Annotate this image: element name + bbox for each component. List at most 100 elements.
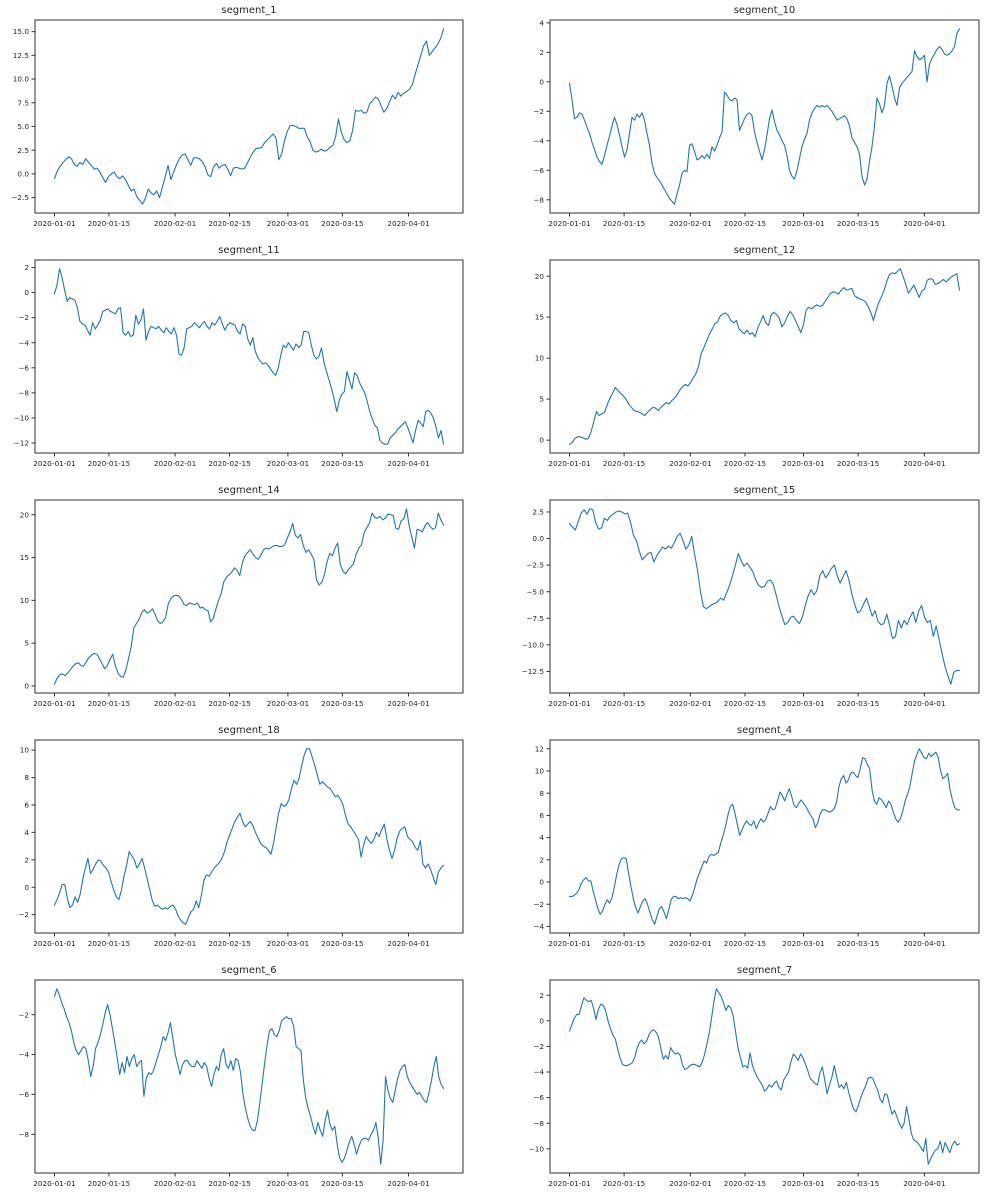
chart-title: segment_10	[734, 5, 796, 16]
y-tick-label: 0	[539, 77, 544, 86]
x-tick-label: 2020-03-01	[782, 699, 824, 708]
x-tick-label: 2020-01-15	[88, 699, 130, 708]
chart-cell-segment_11: segment_11 2 0 −2 −4 −6 −8 −10 −12 2020-01-01 2020…	[0, 240, 499, 480]
chart-svg-segment_18: segment_18 10 8 6 4 2 0 −2 2020-01-01 2020-01-15 2…	[18, 725, 464, 948]
y-tick-label: 20	[20, 510, 30, 519]
chart-svg-segment_10: segment_10 4 2 0 −2 −4 −6 −8 2020-01-01 2020-01-1…	[533, 5, 980, 228]
chart-cell-segment_1: segment_1 15.0 12.5 10.0 7.5 5.0 2.5 0.0 −2.5 202…	[0, 0, 499, 240]
x-tick-label: 2020-01-15	[603, 459, 645, 468]
x-tick-label: 2020-01-01	[548, 219, 590, 228]
y-tick-label: −2	[533, 900, 544, 909]
x-tick-label: 2020-01-15	[88, 1179, 130, 1188]
chart-title: segment_7	[737, 965, 792, 976]
chart-title: segment_6	[221, 965, 276, 976]
x-tick-label: 2020-02-01	[154, 699, 196, 708]
y-tick-label: 5.0	[17, 122, 29, 131]
x-tick-label: 2020-03-01	[267, 699, 309, 708]
y-tick-label: 10	[535, 767, 545, 776]
plot-frame	[34, 979, 464, 1174]
y-tick-label: −12.5	[522, 667, 544, 676]
series-line	[568, 28, 961, 205]
chart-cell-segment_6: segment_6 −2 −4 −6 −8 2020-01-01 2020-01-15 202…	[0, 960, 499, 1204]
x-tick-label: 2020-01-01	[33, 459, 75, 468]
chart-title: segment_4	[737, 725, 792, 736]
x-tick-label: 2020-02-01	[669, 699, 711, 708]
y-tick-label: 15	[20, 553, 29, 562]
y-tick-label: 7.5	[17, 98, 29, 107]
y-tick-label: −2	[533, 107, 544, 116]
x-tick-label: 2020-03-01	[782, 219, 824, 228]
y-tick-label: 0	[539, 436, 544, 445]
y-tick-label: 15.0	[13, 27, 30, 36]
x-tick-label: 2020-03-15	[321, 219, 363, 228]
x-tick-label: 2020-02-01	[669, 939, 711, 948]
x-tick-label: 2020-01-01	[548, 699, 590, 708]
chart-svg-segment_11: segment_11 2 0 −2 −4 −6 −8 −10 −12 2020-01-01 2020…	[14, 245, 464, 468]
x-tick-label: 2020-03-01	[267, 459, 309, 468]
y-tick-label: 0	[539, 1016, 544, 1025]
series-line	[568, 508, 961, 685]
x-tick-label: 2020-03-01	[267, 1179, 309, 1188]
x-tick-label: 2020-04-01	[903, 699, 945, 708]
chart-cell-segment_18: segment_18 10 8 6 4 2 0 −2 2020-01-01 2020-01-15 2…	[0, 720, 499, 960]
x-tick-label: 2020-02-15	[724, 939, 766, 948]
x-tick-label: 2020-01-15	[88, 939, 130, 948]
y-tick-label: 2.5	[17, 146, 29, 155]
chart-svg-segment_7: segment_7 2 0 −2 −4 −6 −8 −10 2020-01-01 2020-01-…	[529, 965, 980, 1188]
x-tick-label: 2020-04-01	[387, 459, 429, 468]
x-tick-label: 2020-04-01	[387, 939, 429, 948]
y-tick-label: 20	[535, 272, 545, 281]
y-tick-label: 0.0	[532, 534, 544, 543]
y-tick-label: 8	[24, 773, 29, 782]
y-tick-label: 5	[24, 639, 29, 648]
y-tick-label: −6	[18, 1090, 29, 1099]
y-tick-label: 12	[535, 744, 544, 753]
x-tick-label: 2020-03-15	[837, 939, 879, 948]
chart-title: segment_12	[734, 245, 796, 256]
x-tick-label: 2020-03-01	[267, 939, 309, 948]
plot-frame	[34, 259, 464, 454]
x-tick-label: 2020-01-01	[33, 699, 75, 708]
x-tick-label: 2020-02-01	[669, 459, 711, 468]
series-line	[53, 28, 445, 205]
chart-svg-segment_6: segment_6 −2 −4 −6 −8 2020-01-01 2020-01-15 202…	[18, 965, 464, 1188]
x-tick-label: 2020-01-15	[603, 939, 645, 948]
y-tick-label: 8	[539, 789, 544, 798]
x-tick-label: 2020-02-15	[208, 1179, 250, 1188]
y-tick-label: −8	[533, 1119, 544, 1128]
chart-title: segment_14	[218, 485, 280, 496]
x-tick-label: 2020-04-01	[903, 939, 945, 948]
y-tick-label: 2	[539, 991, 544, 1000]
chart-title: segment_1	[221, 5, 276, 16]
y-tick-label: 0	[24, 682, 29, 691]
plot-frame	[549, 259, 980, 454]
y-tick-label: 10	[535, 354, 545, 363]
y-tick-label: −2	[18, 1010, 29, 1019]
chart-svg-segment_15: segment_15 2.5 0.0 −2.5 −5.0 −7.5 −10.0 −12.5 20…	[522, 485, 980, 708]
y-tick-label: 2	[539, 48, 544, 57]
y-tick-label: 0.0	[17, 169, 29, 178]
x-tick-label: 2020-01-15	[603, 219, 645, 228]
y-tick-label: 0	[539, 878, 544, 887]
y-tick-label: −7.5	[526, 614, 544, 623]
y-tick-label: 2	[24, 855, 29, 864]
chart-svg-segment_14: segment_14 20 15 10 5 0 2020-01-01 2020-01-15 20…	[20, 485, 464, 708]
chart-svg-segment_4: segment_4 12 10 8 6 4 2 0 −2 −4 2020-01-01 2020-01-…	[533, 725, 980, 948]
x-tick-label: 2020-04-01	[387, 219, 429, 228]
x-tick-label: 2020-03-01	[782, 459, 824, 468]
series-line	[53, 508, 445, 685]
y-tick-label: 4	[24, 828, 29, 837]
x-tick-label: 2020-03-15	[321, 699, 363, 708]
x-tick-label: 2020-04-01	[903, 1179, 945, 1188]
y-tick-label: 0	[24, 883, 29, 892]
y-tick-label: 10	[20, 746, 30, 755]
y-tick-label: −8	[18, 388, 29, 397]
chart-title: segment_11	[218, 245, 280, 256]
x-tick-label: 2020-04-01	[387, 699, 429, 708]
y-tick-label: −4	[18, 1050, 29, 1059]
x-tick-label: 2020-01-01	[548, 939, 590, 948]
plot-frame	[549, 19, 980, 214]
y-tick-label: 15	[535, 313, 544, 322]
y-tick-label: −10	[529, 1144, 545, 1153]
